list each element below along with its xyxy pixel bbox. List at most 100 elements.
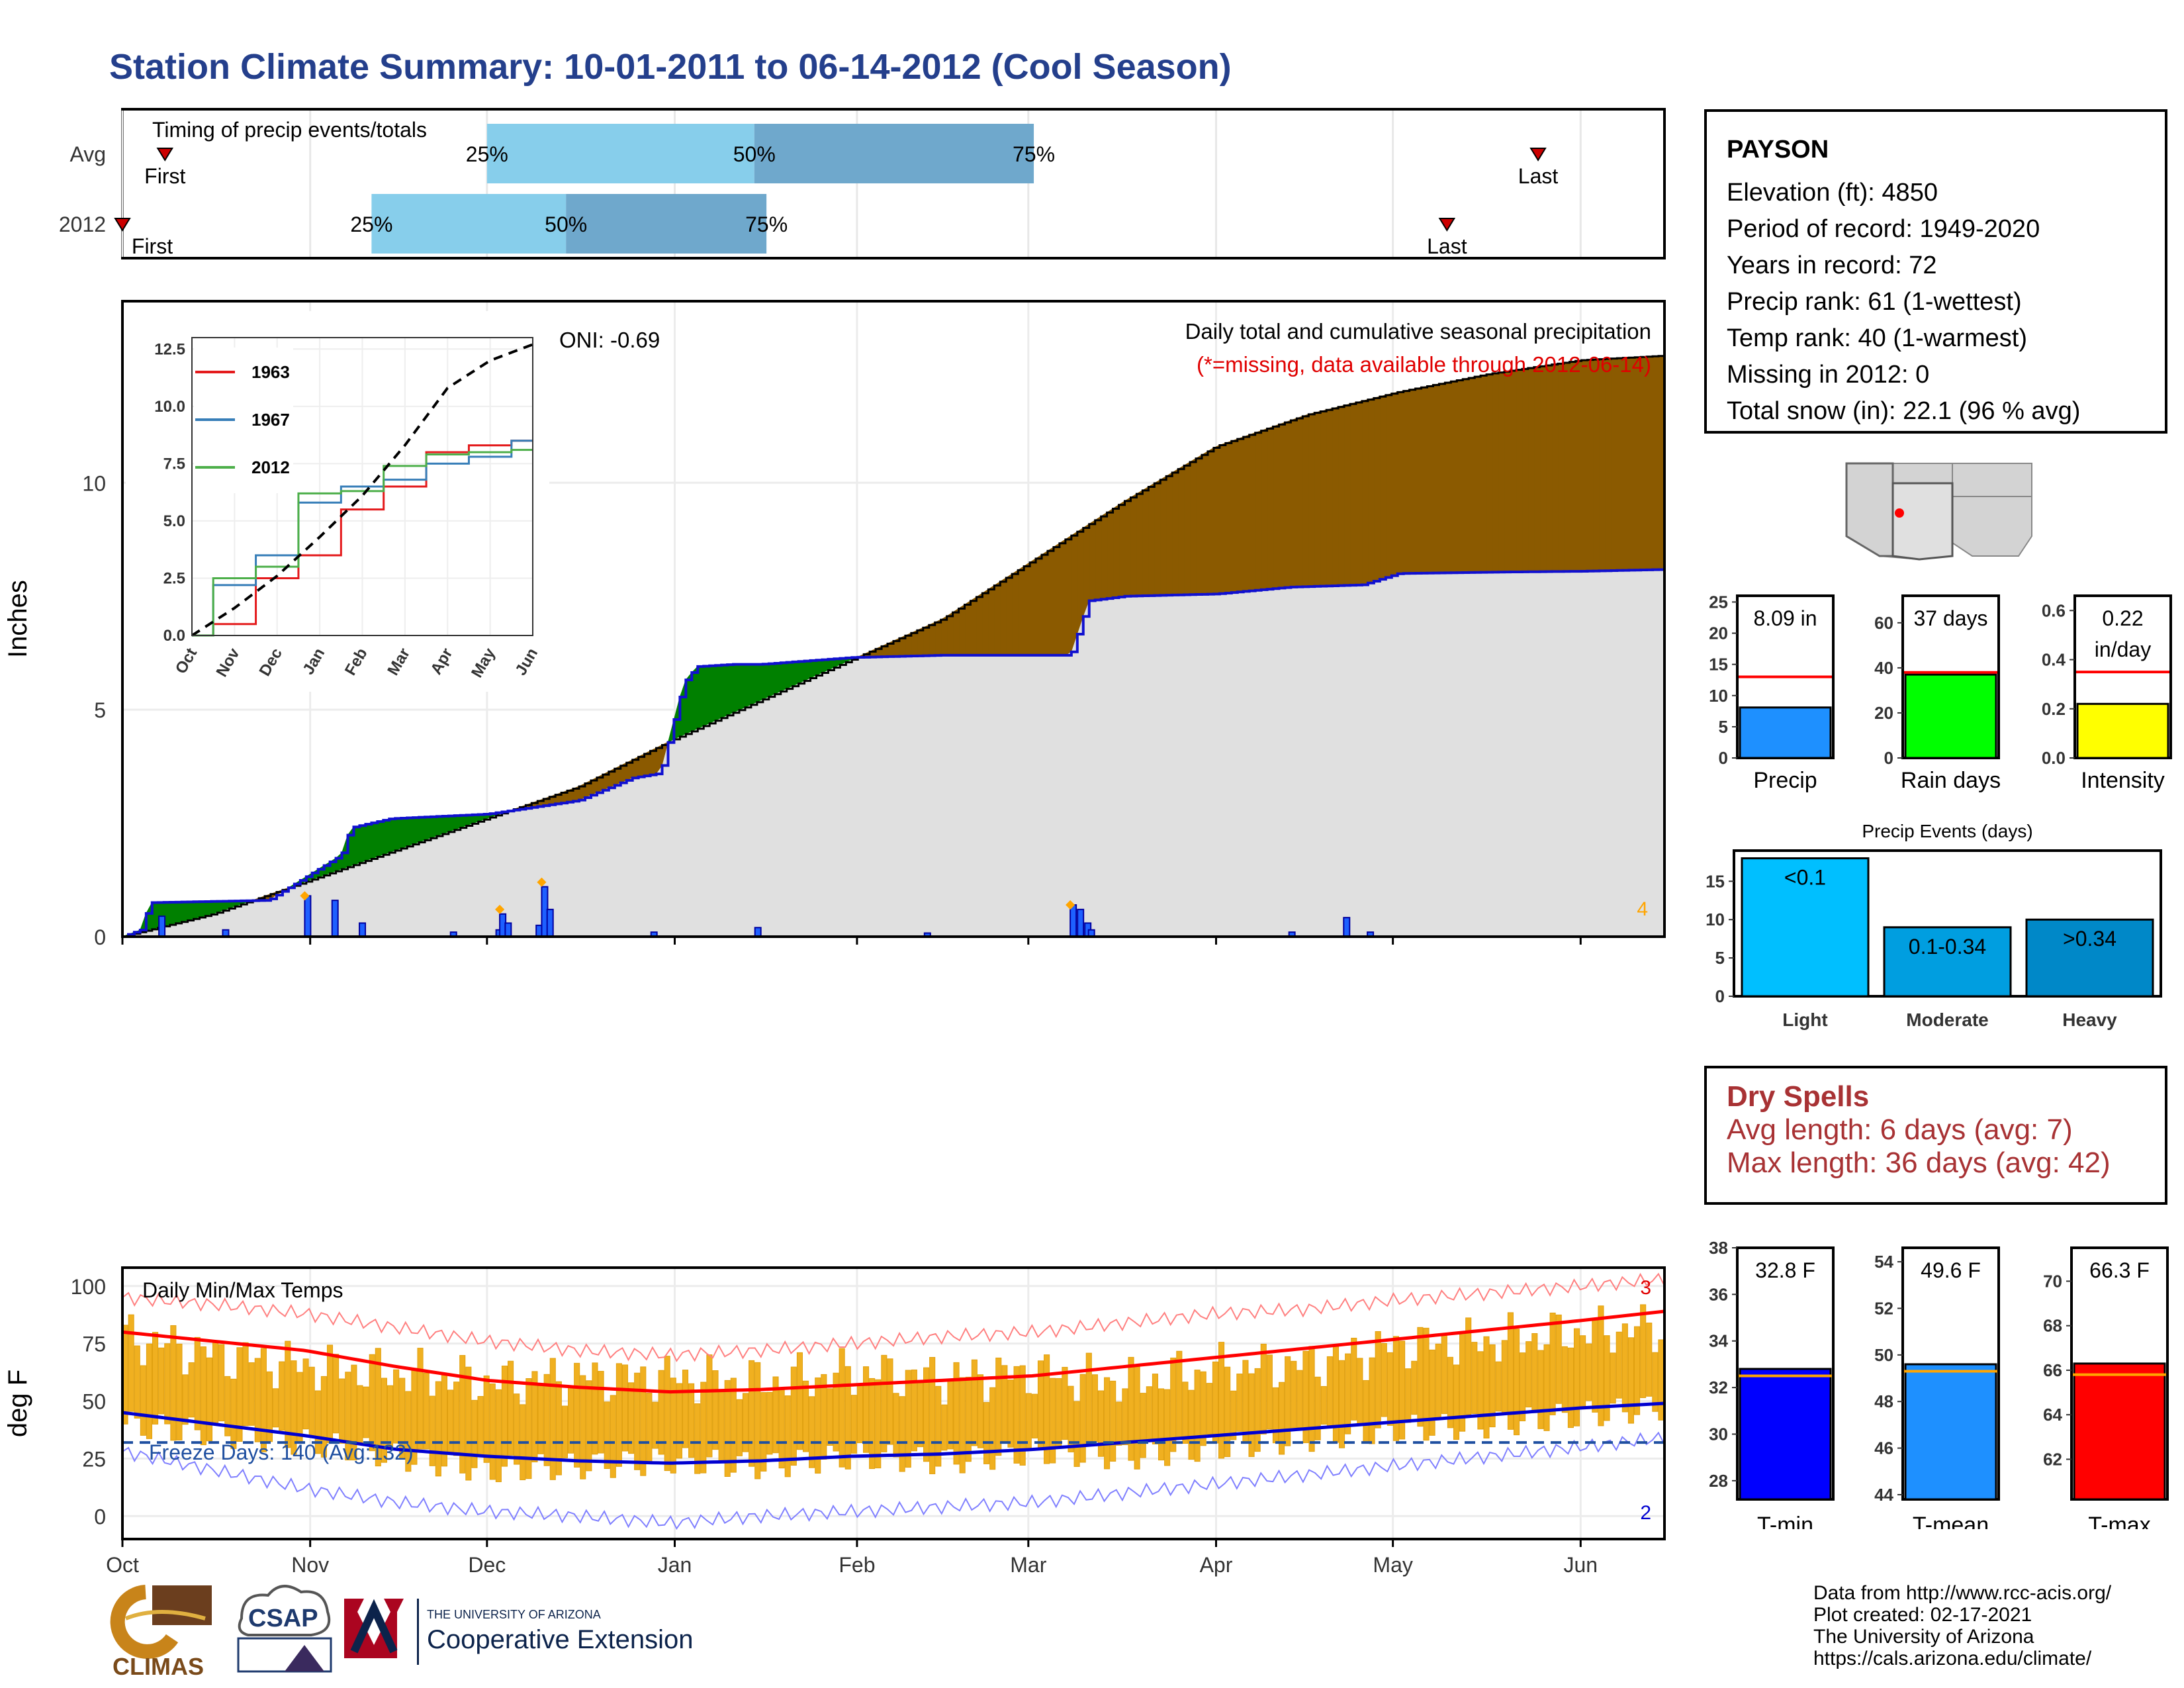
inset-ytick: 2.5 bbox=[163, 569, 185, 587]
events-bar-label: >0.34 bbox=[2063, 927, 2116, 951]
temp-daily-bar bbox=[1561, 1346, 1568, 1413]
temp-daily-bar bbox=[869, 1378, 876, 1470]
small-panel-value-label: 37 days bbox=[1913, 606, 1987, 630]
temp-daily-bar bbox=[1044, 1354, 1050, 1464]
temp-daily-bar bbox=[1520, 1352, 1526, 1421]
events-category: Light bbox=[1782, 1009, 1827, 1030]
temp-daily-bar bbox=[1188, 1389, 1195, 1460]
events-ytick: 10 bbox=[1706, 910, 1725, 929]
small-panel-ytick: 25 bbox=[1709, 592, 1728, 612]
precip-diff-area bbox=[1581, 359, 1588, 572]
precip-diff-area bbox=[1610, 357, 1617, 571]
temp-ytick: 75 bbox=[82, 1333, 106, 1356]
temp-daily-bar bbox=[1146, 1386, 1152, 1442]
temp-daily-bar bbox=[1110, 1380, 1116, 1462]
precip-diff-area bbox=[1201, 451, 1208, 595]
temp-title: Daily Min/Max Temps bbox=[142, 1278, 343, 1302]
temp-daily-bar bbox=[339, 1378, 345, 1444]
temp-daily-bar bbox=[1013, 1366, 1020, 1464]
temp-daily-bar bbox=[1621, 1323, 1628, 1413]
temp-daily-bar bbox=[363, 1386, 369, 1438]
precip-daily-bar bbox=[504, 922, 512, 938]
timing-last-marker bbox=[1438, 218, 1456, 232]
timing-row-label: Avg bbox=[69, 142, 106, 166]
temp-daily-bar bbox=[1592, 1318, 1598, 1413]
temp-daily-bar bbox=[983, 1402, 990, 1464]
temp-daily-bar bbox=[128, 1314, 134, 1412]
precip-diff-area bbox=[400, 818, 408, 849]
temp-daily-bar bbox=[1050, 1378, 1056, 1464]
precip-daily-bar bbox=[754, 927, 762, 937]
credit-university: The University of Arizona bbox=[1813, 1626, 2034, 1648]
precip-diff-area bbox=[697, 665, 704, 729]
precip-diff-area bbox=[1171, 468, 1179, 596]
precip-diff-area bbox=[1486, 373, 1493, 573]
temp-daily-bar bbox=[634, 1372, 641, 1470]
timing-first-marker bbox=[114, 218, 131, 232]
inset-ytick: 5.0 bbox=[163, 512, 185, 530]
precip-diff-area bbox=[970, 596, 977, 656]
temp-daily-bar bbox=[1495, 1361, 1502, 1412]
temp-daily-bar bbox=[893, 1393, 899, 1458]
temp-daily-bar bbox=[610, 1395, 616, 1478]
temp-daily-bar bbox=[899, 1396, 905, 1472]
temp-daily-bar bbox=[387, 1385, 394, 1447]
small-panel-ytick: 52 bbox=[1874, 1298, 1893, 1318]
precip-diff-area bbox=[762, 663, 770, 700]
temp-daily-bar bbox=[1285, 1356, 1291, 1446]
precip-diff-area bbox=[406, 817, 414, 847]
timing-pct-label: 25% bbox=[350, 212, 392, 236]
month-xtick-label: Nov bbox=[291, 1553, 329, 1577]
small-panel-value-label: 32.8 F bbox=[1755, 1258, 1815, 1282]
temp-daily-bar bbox=[1658, 1339, 1664, 1421]
temp-daily-bar bbox=[1627, 1337, 1634, 1424]
temp-daily-bar bbox=[158, 1347, 165, 1415]
temp-daily-bar bbox=[296, 1372, 303, 1442]
precip-diff-area bbox=[430, 816, 437, 839]
temp-daily-bar bbox=[995, 1357, 1002, 1456]
precip-diff-area bbox=[1005, 573, 1013, 656]
small-panel-value-label: 8.09 in bbox=[1753, 606, 1817, 630]
timing-pct-label: 25% bbox=[466, 142, 508, 166]
temp-daily-bar bbox=[1248, 1373, 1255, 1457]
temp-daily-bar bbox=[333, 1354, 340, 1434]
precip-diff-area bbox=[792, 661, 799, 687]
precip-diff-area bbox=[1255, 430, 1262, 591]
precip-diff-area bbox=[1296, 416, 1303, 588]
temp-daily-bar bbox=[1073, 1401, 1080, 1467]
precip-diff-area bbox=[187, 901, 195, 921]
temp-daily-bar bbox=[302, 1358, 309, 1430]
temp-daily-bar bbox=[1447, 1356, 1453, 1429]
precip-diff-area bbox=[1361, 399, 1369, 586]
temp-daily-bar bbox=[273, 1388, 279, 1428]
temp-daily-bar bbox=[862, 1366, 870, 1453]
events-title: Precip Events (days) bbox=[1862, 821, 2032, 841]
events-bar-label: <0.1 bbox=[1784, 866, 1826, 890]
precip-diff-area bbox=[1095, 516, 1102, 600]
temp-daily-bar bbox=[291, 1360, 297, 1455]
temp-daily-bar bbox=[1085, 1352, 1092, 1446]
temp-daily-bar bbox=[766, 1391, 773, 1455]
station-missing: Missing in 2012: 0 bbox=[1727, 361, 1930, 389]
precip-diff-area bbox=[1284, 420, 1291, 588]
oni-label: ONI: -0.69 bbox=[559, 328, 660, 352]
precip-diff-area bbox=[1527, 367, 1535, 573]
temp-daily-bar bbox=[1068, 1385, 1074, 1452]
small-panel-bar bbox=[2076, 702, 2169, 759]
timing-bar-25-50 bbox=[486, 124, 754, 183]
temp-daily-bar bbox=[164, 1343, 171, 1425]
precip-panel: 0 5 10 Inches Daily total and cumulative sea… bbox=[3, 300, 1666, 949]
precip-ytick: 10 bbox=[82, 471, 106, 495]
temp-daily-bar bbox=[664, 1356, 670, 1472]
climas-logo-text: CLIMAS bbox=[113, 1653, 204, 1680]
ua-small-text: THE UNIVERSITY OF ARIZONA bbox=[427, 1608, 601, 1621]
precip-diff-area bbox=[1017, 565, 1024, 656]
small-panel-ytick: 28 bbox=[1709, 1471, 1728, 1491]
temp-daily-bar bbox=[1062, 1366, 1068, 1440]
precip-diff-area bbox=[780, 662, 788, 692]
inset-legend-label: 2012 bbox=[251, 457, 290, 477]
temp-min-count: 2 bbox=[1640, 1502, 1651, 1524]
precip-diff-area bbox=[999, 577, 1007, 656]
temp-panel: 0 25 50 75 100 Oct Nov Dec Jan Feb Mar Apr May Jun Dai… bbox=[3, 1266, 1666, 1577]
timing-label: Timing of precip events/totals bbox=[152, 118, 427, 142]
